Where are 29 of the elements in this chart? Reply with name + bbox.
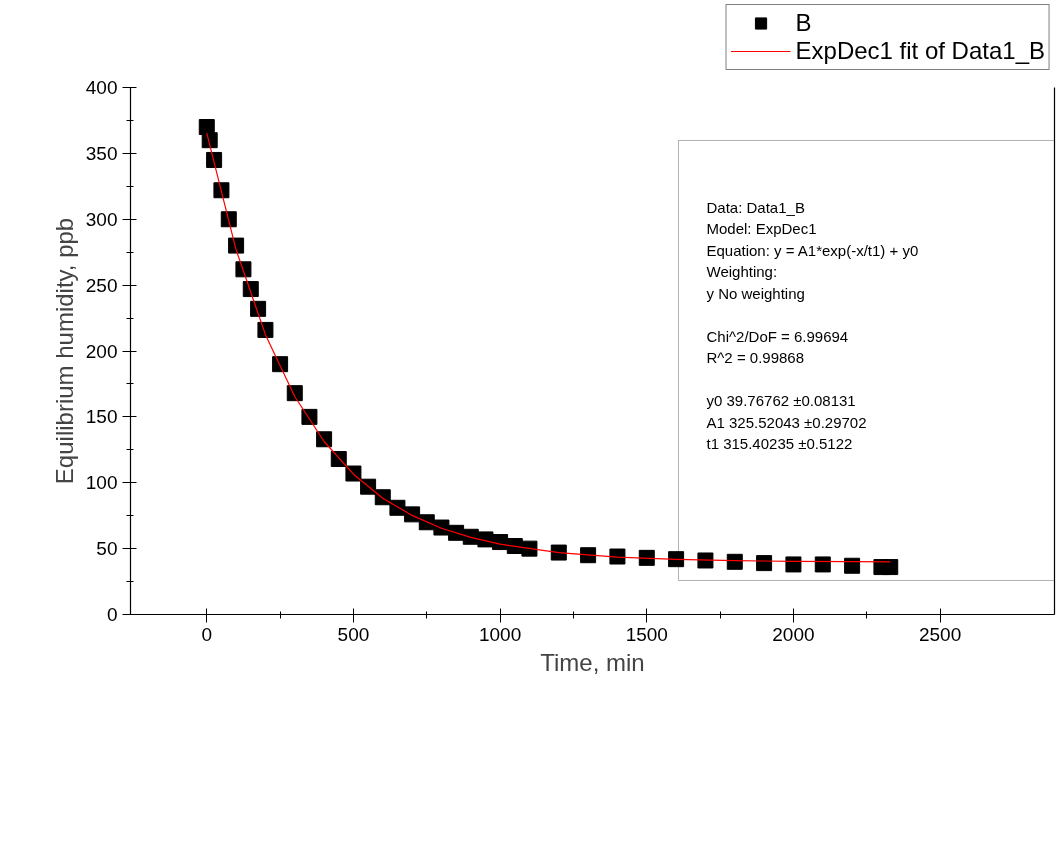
x-tick-label: 2500	[918, 623, 962, 645]
annotation: Model: ExpDec1	[706, 220, 817, 237]
annotation: Data: Data1_B	[706, 198, 805, 216]
annotation: y No weighting	[706, 284, 805, 302]
y-axis-title: Equilibrium humidity, ppb	[50, 217, 78, 485]
annotation: y0 39.76762 ±0.08131	[706, 392, 856, 409]
x-tick-label: 1000	[478, 623, 522, 645]
x-tick-label: 500	[337, 623, 370, 645]
y-tick-label: 100	[85, 472, 118, 494]
annotation: Chi^2/DoF = 6.99694	[706, 327, 849, 345]
annotation: t1 315.40235 ±0.5122	[706, 435, 853, 452]
y-tick-label: 200	[85, 340, 118, 362]
x-tick-label: 1500	[625, 623, 668, 645]
legend-label: ExpDec1 fit of Data1_B	[795, 37, 1045, 65]
x-tick-label: 2000	[772, 623, 815, 645]
annotation: A1 325.52043 ±0.29702	[706, 413, 867, 431]
y-tick-label: 50	[96, 538, 118, 560]
y-tick-label: 350	[85, 142, 118, 164]
legend-label: B	[795, 9, 813, 37]
annotation: R^2 = 0.99868	[706, 349, 805, 366]
y-tick-label: 300	[85, 208, 118, 230]
y-tick-label: 150	[85, 406, 118, 428]
annotation: Equation: y = A1*exp(-x/t1) + y0	[706, 241, 919, 259]
y-tick-label: 400	[85, 77, 118, 98]
y-tick-label: 250	[85, 274, 118, 296]
x-axis-title: Time, min	[540, 648, 645, 676]
y-tick-label: 0	[106, 604, 118, 625]
annotation: Weighting:	[706, 263, 778, 280]
x-tick-label: 0	[201, 623, 213, 645]
